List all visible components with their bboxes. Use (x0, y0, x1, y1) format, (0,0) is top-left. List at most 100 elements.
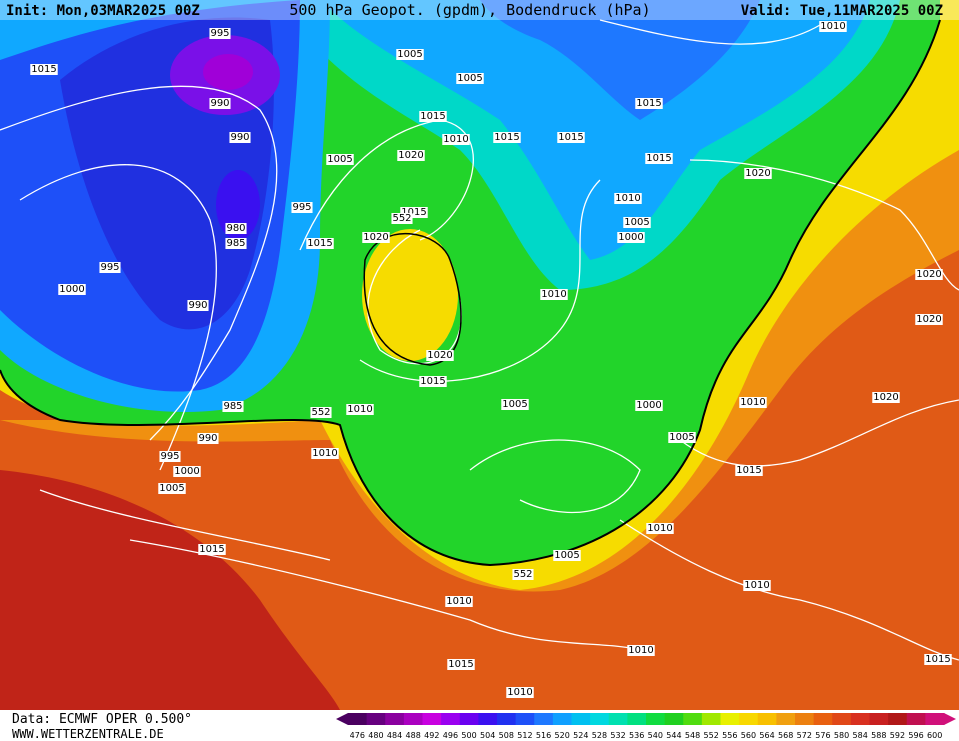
label-box (99, 262, 121, 273)
scale-arrow-left (336, 713, 348, 725)
isobar-label: 1010 (312, 448, 337, 459)
isobar-label: 552 (311, 407, 330, 418)
scale-swatch (739, 713, 759, 725)
label-box (635, 400, 663, 411)
scale-label: 540 (648, 731, 663, 740)
scale-swatch (534, 713, 554, 725)
isobar-label: 1010 (628, 645, 653, 656)
label-box (646, 523, 674, 534)
isobar-label: 1020 (916, 314, 941, 325)
label-box (442, 134, 470, 145)
isobar-label: 1000 (618, 232, 643, 243)
label-box (311, 448, 339, 459)
label-box (506, 687, 534, 698)
label-box (222, 401, 244, 412)
isobar-label: 1015 (494, 132, 519, 143)
scale-swatch (850, 713, 870, 725)
isobar-label: 1010 (347, 404, 372, 415)
label-box (397, 150, 425, 161)
isobar-label: 1005 (397, 49, 422, 60)
isobar-label: 980 (226, 223, 245, 234)
scale-label: 564 (759, 731, 774, 740)
scale-label: 512 (517, 731, 532, 740)
scale-swatch (701, 713, 721, 725)
isobar-label: 995 (100, 262, 119, 273)
valid-time: Valid: Tue,11MAR2025 00Z (741, 3, 943, 19)
scale-label: 504 (480, 731, 495, 740)
scale-swatch (925, 713, 945, 725)
label-box (419, 376, 447, 387)
scale-swatch (571, 713, 591, 725)
label-box (197, 433, 219, 444)
scale-swatch (757, 713, 777, 725)
isobar-label: 552 (392, 213, 411, 224)
label-box (627, 645, 655, 656)
label-box (924, 654, 952, 665)
scale-swatch (869, 713, 889, 725)
label-box (635, 98, 663, 109)
label-box (557, 132, 585, 143)
scale-swatch (720, 713, 740, 725)
isobar-label: 1015 (307, 238, 332, 249)
isobar-label: 1005 (624, 217, 649, 228)
scale-swatch (590, 713, 610, 725)
scale-label: 548 (685, 731, 700, 740)
label-box (739, 397, 767, 408)
scale-swatch (422, 713, 442, 725)
isobar-label: 985 (226, 238, 245, 249)
map-title: 500 hPa Geopot. (gpdm), Bodendruck (hPa) (289, 1, 650, 19)
label-box (501, 399, 529, 410)
isobar-label: 1015 (401, 207, 426, 218)
isobar-label: 1005 (327, 154, 352, 165)
scale-swatch (608, 713, 628, 725)
label-box (614, 193, 642, 204)
scale-label: 492 (424, 731, 439, 740)
scale-swatch (646, 713, 666, 725)
label-box (668, 432, 696, 443)
isobar-label: 1015 (420, 376, 445, 387)
isobar-label: 1000 (174, 466, 199, 477)
scale-label: 580 (834, 731, 849, 740)
scale-swatch (664, 713, 684, 725)
isobar-label: 1020 (427, 350, 452, 361)
label-box (159, 451, 181, 462)
scale-swatch (403, 713, 423, 725)
label-box (553, 550, 581, 561)
isobar-label: 990 (198, 433, 217, 444)
scale-label: 476 (350, 731, 365, 740)
isobar-label: 1000 (636, 400, 661, 411)
isobar-label: 1010 (615, 193, 640, 204)
scale-label: 496 (443, 731, 458, 740)
label-box (362, 232, 390, 243)
isobar-label: 1020 (873, 392, 898, 403)
scale-label: 560 (741, 731, 756, 740)
label-box (419, 111, 447, 122)
isobar-label: 1020 (363, 232, 388, 243)
scale-label: 532 (610, 731, 625, 740)
isobar-label: 552 (513, 569, 532, 580)
isobar-label: 990 (230, 132, 249, 143)
scale-swatch (366, 713, 386, 725)
isobar-label: 1005 (502, 399, 527, 410)
scale-swatch (552, 713, 572, 725)
label-box (310, 407, 332, 418)
scale-label: 572 (797, 731, 812, 740)
scale-label: 484 (387, 731, 402, 740)
label-box (30, 64, 58, 75)
isobar-label: 985 (223, 401, 242, 412)
label-box (744, 168, 772, 179)
scale-label: 480 (368, 731, 383, 740)
isobar-label: 1015 (31, 64, 56, 75)
scale-swatch (515, 713, 535, 725)
isobar-label: 1000 (59, 284, 84, 295)
isobar-label: 1010 (507, 687, 532, 698)
label-box (735, 465, 763, 476)
scale-swatch (441, 713, 461, 725)
label-box (291, 202, 313, 213)
scale-swatch (813, 713, 833, 725)
isobar-label: 1010 (740, 397, 765, 408)
scale-swatch (906, 713, 926, 725)
isobar-label: 1010 (820, 21, 845, 32)
isobar-label: 1015 (736, 465, 761, 476)
isobar-label: 1010 (446, 596, 471, 607)
